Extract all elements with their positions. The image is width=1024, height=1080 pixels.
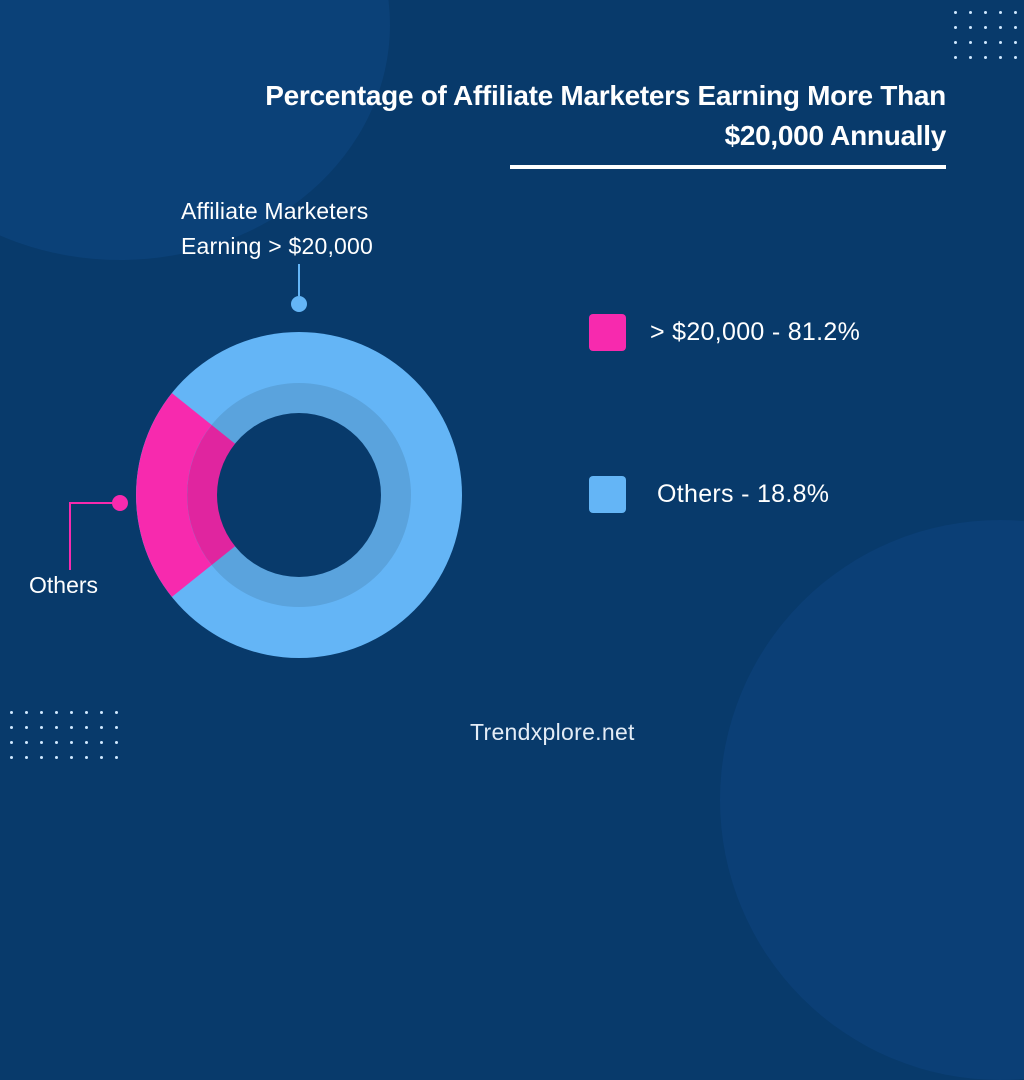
legend-item-high-earners: > $20,000 - 81.2% <box>589 314 860 351</box>
callout-leader-line-left-vertical <box>69 502 71 570</box>
background-circle-bottom-right <box>720 520 1024 1080</box>
callout-marker-dot-left <box>112 495 128 511</box>
donut-chart <box>136 332 462 658</box>
callout-leader-line-left-horizontal <box>70 502 114 504</box>
legend-label: > $20,000 - 81.2% <box>650 318 861 346</box>
chart-title: Percentage of Affiliate Marketers Earnin… <box>86 76 946 156</box>
decorative-dot-grid-bottom-left <box>5 706 125 766</box>
brand-footer: Trendxplore.net <box>470 719 635 745</box>
callout-label-high-earners: Affiliate Marketers Earning > $20,000 <box>181 194 373 264</box>
callout-marker-dot-top <box>291 296 307 312</box>
legend-swatch-pink <box>589 314 626 351</box>
decorative-dot-grid-top-right <box>949 6 1024 66</box>
callout-label-line-2: Earning > $20,000 <box>181 233 374 259</box>
legend-item-others: Others - 18.8% <box>589 476 829 513</box>
chart-title-line-2: $20,000 Annually <box>724 120 947 151</box>
callout-label-others: Others <box>29 572 99 598</box>
callout-label-line-1: Affiliate Marketers <box>181 198 369 224</box>
donut-hole <box>217 413 381 577</box>
legend-label: Others - 18.8% <box>657 480 830 508</box>
callout-leader-line-top <box>298 264 300 296</box>
legend-swatch-blue <box>589 476 626 513</box>
title-underline <box>510 165 946 169</box>
chart-title-line-1: Percentage of Affiliate Marketers Earnin… <box>265 80 946 111</box>
